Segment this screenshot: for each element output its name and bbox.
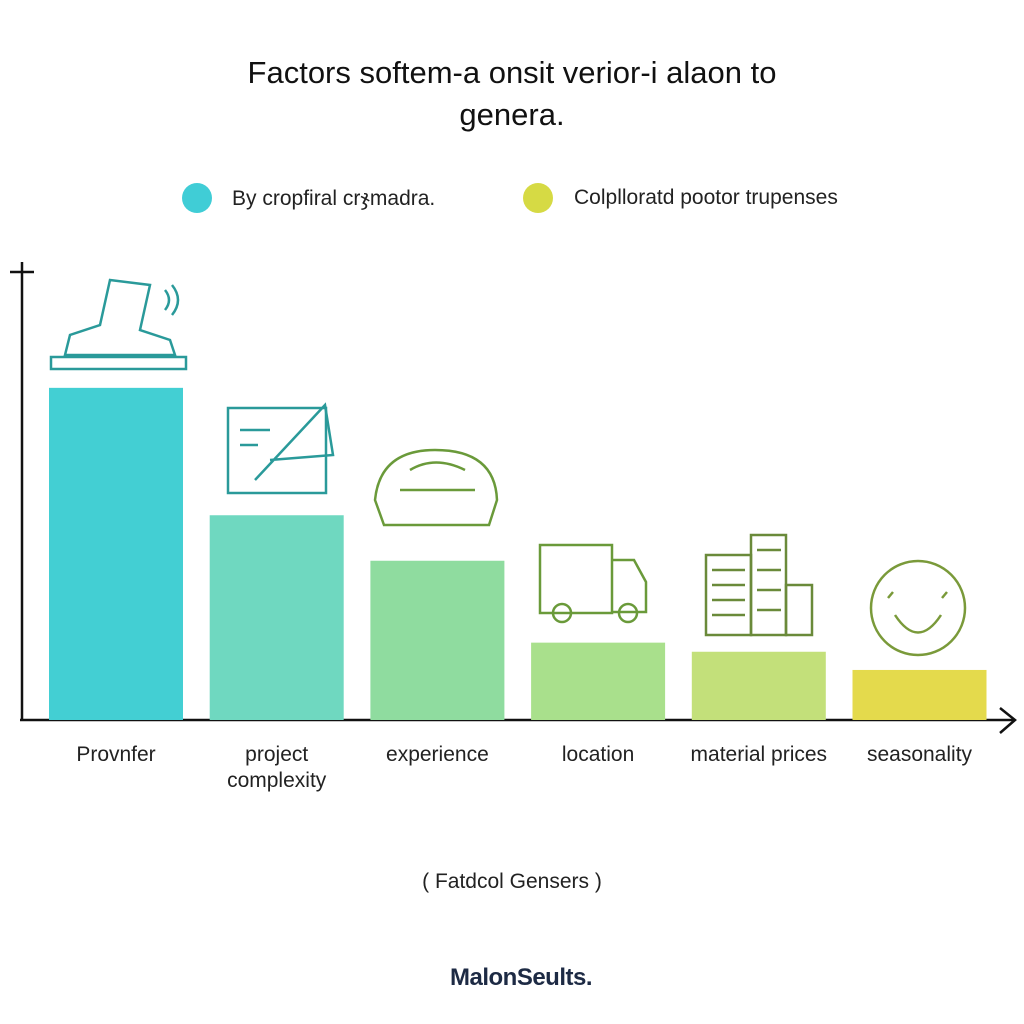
icon-buildings	[704, 533, 814, 637]
bar	[209, 515, 344, 720]
x-tick-label: material prices	[690, 743, 828, 766]
icon-truck	[538, 543, 648, 624]
legend-swatch	[182, 183, 212, 213]
legend-label: Colplloratd pootor trupenses	[574, 186, 838, 209]
icon-hand	[49, 278, 188, 371]
x-tick-label: experience	[386, 743, 489, 766]
x-tick-label: seasonality	[866, 743, 973, 766]
bar	[49, 387, 183, 720]
chart-title: Factors softem-a onsit verior-i alaon to…	[247, 55, 777, 132]
bar	[691, 651, 826, 720]
bar	[531, 642, 666, 720]
x-tick-label: Provnfer	[76, 743, 156, 766]
bar	[852, 669, 987, 720]
icons	[49, 278, 967, 657]
x-axis-arrow	[999, 707, 1017, 734]
legend-swatch	[523, 183, 553, 213]
icon-smiley	[869, 559, 967, 657]
x-tick-label: project complexity	[227, 743, 327, 792]
bar	[370, 560, 505, 720]
x-tick-label: location	[561, 743, 635, 766]
icon-machine	[373, 448, 499, 527]
x-axis-label: ( Fatdcol Gensers )	[422, 870, 602, 893]
legend-label: By cropfiral crჯmadra.	[232, 187, 436, 210]
icon-document	[226, 402, 335, 495]
brand: MalonSeults.	[450, 964, 593, 991]
